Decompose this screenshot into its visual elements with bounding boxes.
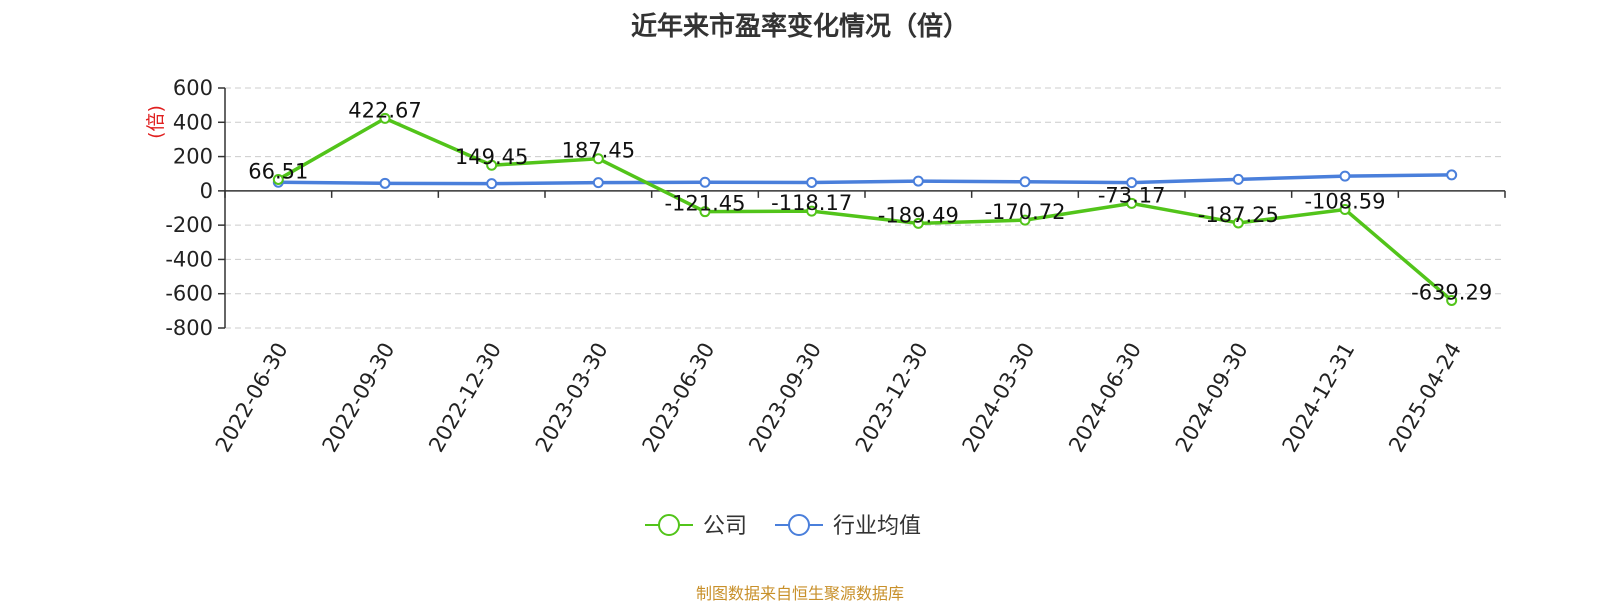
legend-marker bbox=[658, 514, 680, 536]
data-point bbox=[912, 175, 924, 187]
data-point bbox=[806, 205, 818, 217]
legend: 公司 行业均值 bbox=[645, 514, 921, 539]
series-line bbox=[278, 173, 1452, 186]
x-category-label: 2025-04-24 bbox=[1384, 339, 1466, 457]
data-point bbox=[592, 153, 604, 165]
x-category-label: 2023-09-30 bbox=[744, 339, 826, 457]
data-point bbox=[592, 177, 604, 189]
series-lines bbox=[272, 112, 1458, 306]
legend-marker bbox=[788, 514, 810, 536]
y-tick-label: 0 bbox=[200, 179, 213, 203]
data-point bbox=[1232, 173, 1244, 185]
data-point bbox=[806, 176, 818, 188]
data-point bbox=[1019, 214, 1031, 226]
data-label: 422.67 bbox=[348, 98, 421, 122]
x-category-label: 2024-06-30 bbox=[1064, 339, 1146, 457]
data-point bbox=[1339, 203, 1351, 215]
data-point bbox=[699, 206, 711, 218]
data-point bbox=[699, 176, 711, 188]
data-point bbox=[486, 159, 498, 171]
data-point bbox=[1339, 170, 1351, 182]
x-category-label: 2023-06-30 bbox=[638, 339, 720, 457]
x-category-label: 2024-12-31 bbox=[1278, 339, 1360, 457]
data-point bbox=[912, 217, 924, 229]
data-label: -189.49 bbox=[878, 203, 959, 227]
data-label: 149.45 bbox=[455, 145, 528, 169]
data-point bbox=[1126, 177, 1138, 189]
y-tick-label: -400 bbox=[165, 247, 213, 271]
data-labels: 66.51 422.67 149.45 187.45 -121.45 -118.17 -18… bbox=[248, 98, 1492, 304]
x-category-label: 2023-12-30 bbox=[851, 338, 933, 456]
data-point bbox=[1446, 294, 1458, 306]
y-tick-label: 400 bbox=[173, 110, 213, 134]
data-point bbox=[379, 112, 391, 124]
y-tick-label: 200 bbox=[173, 145, 213, 169]
data-label: 66.51 bbox=[248, 159, 308, 183]
x-category-label: 2024-03-30 bbox=[958, 339, 1040, 457]
series-line bbox=[277, 116, 1453, 302]
data-label: -108.59 bbox=[1304, 189, 1385, 213]
data-label: -639.29 bbox=[1411, 280, 1492, 304]
data-point bbox=[1232, 217, 1244, 229]
y-tick-label: -200 bbox=[165, 213, 213, 237]
data-point bbox=[1126, 197, 1138, 209]
data-label: -170.72 bbox=[984, 200, 1065, 224]
x-category-label: 2022-09-30 bbox=[318, 339, 400, 457]
x-category-label: 2023-03-30 bbox=[531, 339, 613, 457]
x-category-label: 2024-09-30 bbox=[1171, 339, 1253, 457]
legend-label: 行业均值 bbox=[833, 514, 921, 539]
x-category-label: 2022-06-30 bbox=[211, 339, 293, 457]
data-point bbox=[1019, 176, 1031, 188]
y-tick-label: -800 bbox=[165, 316, 213, 340]
legend-label: 公司 bbox=[703, 514, 747, 539]
data-label: -121.45 bbox=[664, 192, 745, 216]
source-note: 制图数据来自恒生聚源数据库 bbox=[695, 584, 904, 603]
y-axis-unit-label: (倍) bbox=[145, 105, 167, 139]
data-point bbox=[1446, 169, 1458, 181]
data-label: 187.45 bbox=[562, 139, 635, 163]
chart-title: 近年来市盈率变化情况（倍） bbox=[630, 12, 969, 42]
x-category-label: 2022-12-30 bbox=[424, 338, 506, 456]
grid-lines bbox=[225, 87, 1505, 329]
data-label: -187.25 bbox=[1198, 203, 1279, 227]
y-tick-label: 600 bbox=[173, 76, 213, 100]
data-point bbox=[379, 177, 391, 189]
y-tick-label: -600 bbox=[165, 282, 213, 306]
data-point bbox=[272, 173, 284, 185]
data-point bbox=[486, 178, 498, 190]
data-label: -118.17 bbox=[771, 191, 852, 215]
data-label: -73.17 bbox=[1098, 183, 1166, 207]
